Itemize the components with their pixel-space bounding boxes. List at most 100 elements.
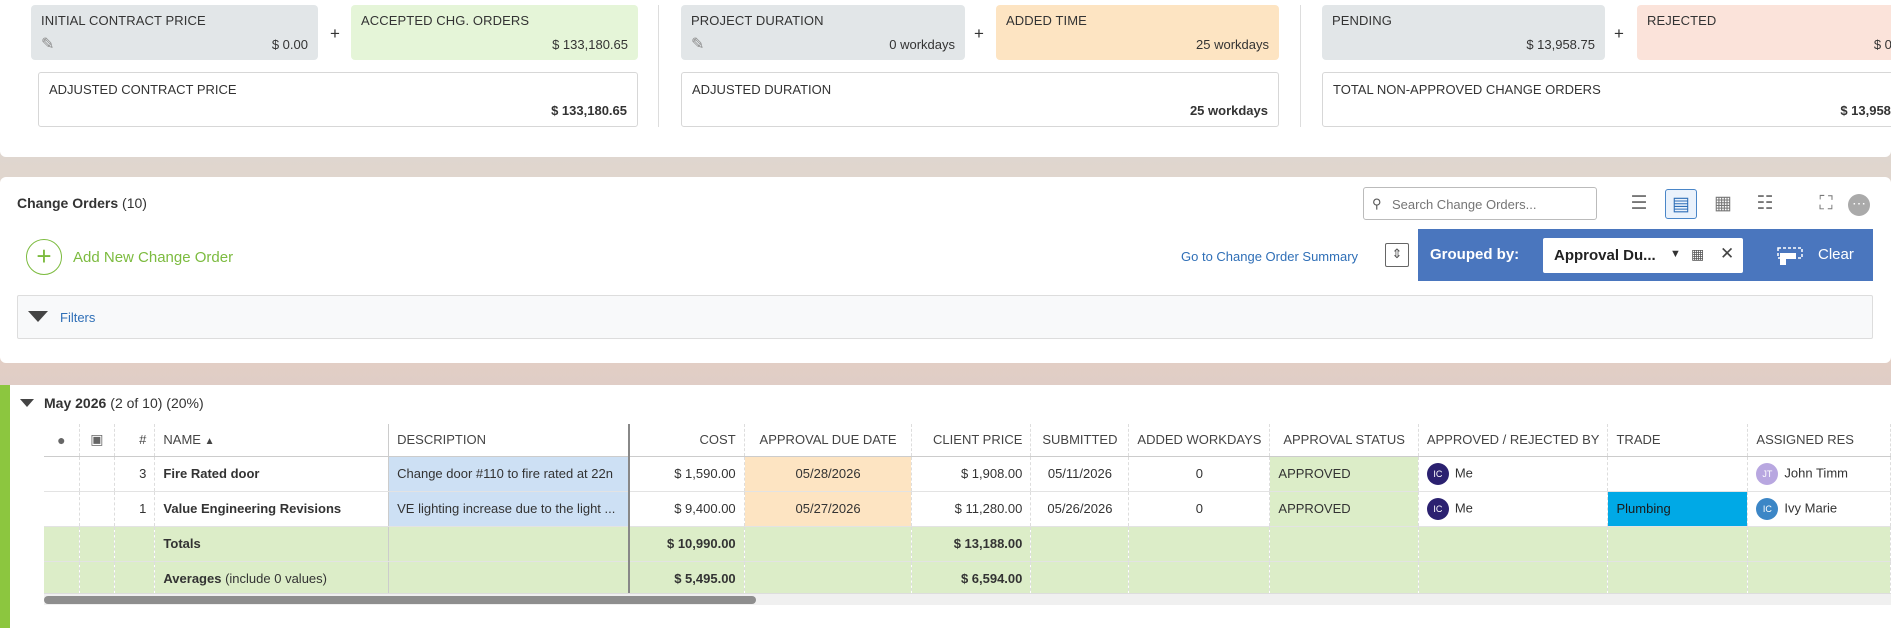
go-to-summary-link[interactable]: Go to Change Order Summary (1181, 249, 1359, 264)
assigned-name: John Timm (1784, 464, 1848, 480)
pending-box: PENDING $ 13,958.75 (1322, 5, 1605, 60)
filters-bar[interactable]: Filters (17, 295, 1873, 339)
grouped-by-bar: Grouped by: Approval Du... ▼ ▦ ✕ Clear (1418, 229, 1873, 281)
chevron-down-icon[interactable] (20, 399, 34, 407)
total-non-approved-value: $ 13,958.75 (1840, 103, 1891, 118)
added-time-value: 25 workdays (1196, 37, 1269, 52)
row-trade[interactable] (1607, 456, 1749, 492)
rejected-label: REJECTED (1647, 13, 1717, 28)
adjusted-duration-box: ADJUSTED DURATION 25 workdays (681, 72, 1279, 127)
filters-label[interactable]: Filters (60, 310, 96, 325)
totals-empty (1269, 526, 1419, 562)
fullscreen-icon[interactable]: ⛶ (1819, 193, 1833, 214)
adjusted-duration-label: ADJUSTED DURATION (692, 82, 832, 97)
eraser-icon[interactable] (1776, 244, 1806, 266)
row-cost: $ 1,590.00 (628, 456, 745, 492)
col-approval-status[interactable]: APPROVAL STATUS (1269, 424, 1419, 457)
row-cost: $ 9,400.00 (628, 491, 745, 527)
detail-view-icon[interactable]: ▤ (1665, 189, 1697, 219)
table-panel: May 2026 (2 of 10) (20%) ● ▣ # NAME ▲ DE… (0, 385, 1891, 628)
group-header[interactable]: May 2026 (2 of 10) (20%) (20, 395, 204, 411)
rejected-value: $ 0.00 (1873, 37, 1891, 52)
col-added-workdays[interactable]: ADDED WORKDAYS (1128, 424, 1271, 457)
plus-sign: + (330, 24, 340, 43)
expand-rows-icon[interactable]: ⇕ (1385, 243, 1409, 267)
row-name[interactable]: Value Engineering Revisions (154, 491, 390, 527)
horizontal-scrollbar[interactable] (44, 593, 1891, 605)
search-input[interactable] (1392, 194, 1592, 214)
comment-icon[interactable]: ▣ (79, 424, 116, 457)
averages-client-price: $ 6,594.00 (911, 561, 1032, 597)
add-new-change-order-button[interactable]: + Add New Change Order (26, 239, 233, 275)
initial-contract-price-box[interactable]: INITIAL CONTRACT PRICE ✎ $ 0.00 (31, 5, 318, 60)
chevron-down-icon[interactable]: ▼ (1670, 248, 1681, 260)
chevron-down-icon[interactable] (28, 311, 48, 322)
adjusted-contract-price-label: ADJUSTED CONTRACT PRICE (49, 82, 237, 97)
col-approval-due-date[interactable]: APPROVAL DUE DATE (744, 424, 913, 457)
col-cost[interactable]: COST (628, 424, 745, 457)
scrollbar-thumb[interactable] (44, 596, 756, 604)
grouped-by-select[interactable]: Approval Du... ▼ ▦ ✕ (1543, 238, 1743, 273)
totals-empty (388, 526, 630, 562)
close-icon[interactable]: ✕ (1720, 244, 1735, 263)
col-trade[interactable]: TRADE (1607, 424, 1749, 457)
row-approval-due-date[interactable]: 05/27/2026 (744, 491, 913, 527)
column-view-icon[interactable]: ▦ (1714, 193, 1732, 214)
grid-view-icon[interactable]: ☷ (1756, 193, 1774, 214)
row-num: 1 (114, 491, 156, 527)
row-submitted: 05/26/2026 (1030, 491, 1130, 527)
table-row[interactable]: 1 Value Engineering Revisions VE lightin… (44, 491, 1891, 527)
row-approved-by: IC Me (1418, 456, 1609, 492)
more-icon[interactable]: ⋯ (1848, 194, 1870, 216)
table-row[interactable]: 3 Fire Rated door Change door #110 to fi… (44, 456, 1891, 492)
row-approval-due-date[interactable]: 05/28/2026 (744, 456, 913, 492)
group-title: May 2026 (44, 395, 107, 411)
row-description[interactable]: Change door #110 to fire rated at 22n (388, 456, 630, 492)
col-approved-by[interactable]: APPROVED / REJECTED BY (1418, 424, 1609, 457)
calculator-icon[interactable]: ▦ (1691, 246, 1705, 262)
project-duration-box[interactable]: PROJECT DURATION ✎ 0 workdays (681, 5, 965, 60)
totals-empty (1030, 526, 1130, 562)
row-client-price: $ 11,280.00 (911, 491, 1032, 527)
averages-empty (1747, 561, 1891, 597)
col-name[interactable]: NAME ▲ (154, 424, 390, 457)
col-submitted[interactable]: SUBMITTED (1030, 424, 1130, 457)
summary-divider (658, 5, 659, 127)
totals-empty (114, 526, 156, 562)
search-box[interactable]: ⚲ (1363, 187, 1597, 220)
row-added-workdays: 0 (1128, 491, 1271, 527)
totals-empty (1747, 526, 1891, 562)
add-icon: + (26, 239, 62, 275)
row-description[interactable]: VE lighting increase due to the light ..… (388, 491, 630, 527)
pencil-icon[interactable]: ✎ (691, 36, 705, 53)
status-badge[interactable]: APPROVED (1269, 491, 1419, 527)
row-name[interactable]: Fire Rated door (154, 456, 390, 492)
grouped-by-value: Approval Du... (1554, 247, 1656, 264)
col-num[interactable]: # (114, 424, 156, 457)
row-comment-cell (79, 491, 116, 527)
averages-empty (79, 561, 116, 597)
traffic-light-icon[interactable]: ● (44, 424, 80, 457)
col-assigned[interactable]: ASSIGNED RES (1747, 424, 1891, 457)
col-name-label: NAME (163, 432, 201, 448)
totals-empty (79, 526, 116, 562)
list-view-icon[interactable]: ☰ (1630, 193, 1648, 214)
page-title: Change Orders (10) (17, 195, 147, 211)
change-orders-table: ● ▣ # NAME ▲ DESCRIPTION COST APPROVAL D… (44, 424, 1891, 597)
add-new-change-order-label: Add New Change Order (73, 248, 234, 266)
averages-note: (include 0 values) (225, 571, 327, 586)
col-description[interactable]: DESCRIPTION (388, 424, 630, 457)
accepted-change-orders-value: $ 133,180.65 (552, 37, 628, 52)
row-trade[interactable]: Plumbing (1607, 491, 1749, 527)
totals-client-price: $ 13,188.00 (911, 526, 1032, 562)
totals-empty (1418, 526, 1609, 562)
clear-button[interactable]: Clear (1818, 246, 1854, 263)
initial-contract-price-value: $ 0.00 (271, 37, 308, 52)
averages-empty (44, 561, 80, 597)
col-client-price[interactable]: CLIENT PRICE (911, 424, 1032, 457)
change-orders-panel: Change Orders (10) ⚲ ☰ ▤ ▦ ☷ ⛶ ⋯ + Add N… (0, 177, 1891, 363)
totals-label: Totals (154, 526, 390, 562)
plus-sign: + (1614, 24, 1624, 43)
pencil-icon[interactable]: ✎ (41, 36, 55, 53)
status-badge[interactable]: APPROVED (1269, 456, 1419, 492)
